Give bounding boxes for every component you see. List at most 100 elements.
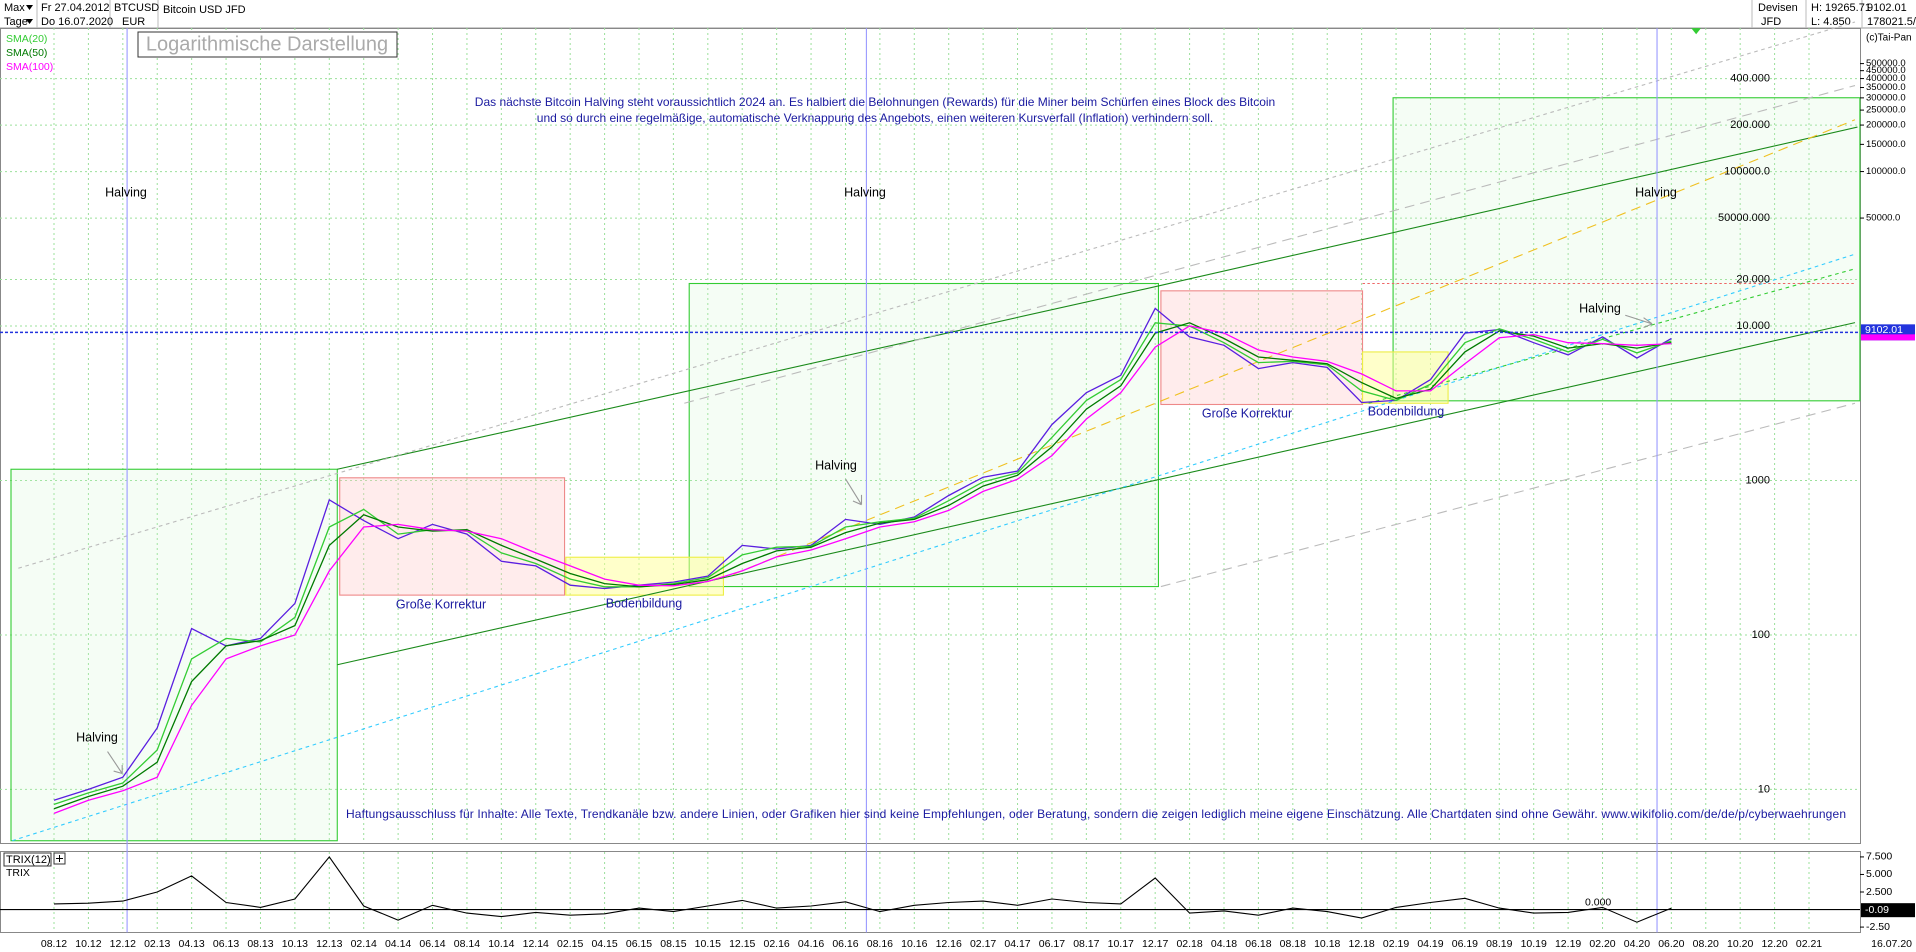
x-tick-label: 08.15 (660, 938, 686, 950)
annotation: Halving (815, 458, 857, 472)
drawings (10, 21, 1861, 933)
legend-entry: SMA(100) (6, 61, 53, 73)
x-tick-label: 12.16 (936, 938, 962, 950)
y-tick-label: 7.500 (1866, 851, 1892, 863)
x-tick-label: 04.16 (798, 938, 824, 950)
correction-box (339, 477, 566, 596)
x-tick-label: 10.19 (1521, 938, 1547, 950)
x-tick-label: 12.18 (1349, 938, 1375, 950)
y-tick-label: -2.50 (1866, 921, 1890, 933)
trend-line (732, 119, 1856, 575)
x-tick-label: 08.14 (454, 938, 480, 950)
legend-entry: SMA(50) (6, 47, 47, 59)
dropdown-arrow[interactable] (26, 5, 33, 10)
y2-tick-label: 200000.0 (1866, 120, 1906, 131)
y2-tick-label: 50000.0 (1866, 213, 1900, 224)
dropdown-arrow[interactable] (26, 19, 33, 24)
x-tick-label: 02.21 (1796, 938, 1822, 950)
x-tick-label: 06.15 (626, 938, 652, 950)
y-tick-label: 5.000 (1866, 868, 1892, 880)
broker: JFD (1761, 16, 1781, 28)
low: L: 4.850 (1811, 16, 1851, 28)
y2-tick-label: 100000.0 (1866, 166, 1906, 177)
x-tick-label: 04.18 (1211, 938, 1237, 950)
trend-line (1158, 126, 1858, 287)
x-tick-label: 10.12 (75, 938, 101, 950)
x-tick-label: 12.19 (1555, 938, 1581, 950)
annotation: Bodenbildung (1368, 404, 1445, 418)
x-tick-label: 06.13 (213, 938, 239, 950)
x-tick-label: 06.17 (1039, 938, 1065, 950)
x-tick-label: 10.14 (488, 938, 514, 950)
y2-tick-label: 300000.0 (1866, 92, 1906, 103)
x-tick-label: 10.18 (1314, 938, 1340, 950)
indicator-box (3, 852, 52, 867)
series-line (53, 322, 1672, 810)
x-tick-label: 10.16 (901, 938, 927, 950)
x-tick-label: 04.13 (179, 938, 205, 950)
marker (1691, 28, 1702, 35)
x-tick-label: 04.14 (385, 938, 411, 950)
grid-layer (0, 28, 1860, 932)
series-name: TRIX (6, 867, 30, 879)
trend-line (684, 85, 1856, 404)
arrow (1625, 314, 1653, 329)
x-tick-label: 06.14 (419, 938, 445, 950)
period-select[interactable]: Max (4, 2, 25, 14)
y-tick-label: 50000.000 (1718, 212, 1770, 224)
x-tick-label: 06.19 (1452, 938, 1478, 950)
y-tick-label: 100000.0 (1724, 165, 1770, 177)
currency: EUR (122, 16, 145, 28)
annotation: Halving (1635, 185, 1677, 199)
series-line (53, 855, 1672, 923)
y-tick-label: 1000 (1746, 474, 1770, 486)
note: und so durch eine regelmäßige, automatis… (537, 111, 1213, 125)
y-tick-label: 400.000 (1730, 72, 1770, 84)
note: Das nächste Bitcoin Halving steht voraus… (475, 95, 1275, 109)
y-tick-label: 20.000 (1736, 273, 1770, 285)
x-tick-label: 02.13 (144, 938, 170, 950)
x-tick-label: 04.19 (1417, 938, 1443, 950)
x-tick-label: 12.17 (1142, 938, 1168, 950)
y2-tick-label: 500000.0 (1866, 58, 1906, 69)
x-tick-label: 02.20 (1589, 938, 1615, 950)
x-tick-label: 04.15 (591, 938, 617, 950)
trend-line (1160, 402, 1856, 588)
x-tick-label: 12.14 (523, 938, 549, 950)
x-tick-label: 10.15 (695, 938, 721, 950)
x-tick-label: 08.13 (247, 938, 273, 950)
last-value-label: 9102.01 (1865, 324, 1903, 336)
arrow (845, 478, 863, 506)
y2-tick-label: 150000.0 (1866, 139, 1906, 150)
annotation: Halving (844, 185, 886, 199)
annotation: Halving (76, 730, 118, 744)
x-tick-label: 04.20 (1624, 938, 1650, 950)
x-tick-label: 02.17 (970, 938, 996, 950)
y-tick-label: 100 (1752, 629, 1770, 641)
bottom-box (565, 556, 724, 596)
x-tick-label: 06.18 (1245, 938, 1271, 950)
x-tick-label: 04.17 (1004, 938, 1030, 950)
title-box (137, 31, 398, 58)
legend-entry: SMA(20) (6, 33, 47, 45)
x-tick-label: 02.15 (557, 938, 583, 950)
x-tick-label: 08.20 (1693, 938, 1719, 950)
x-tick-label: 02.19 (1383, 938, 1409, 950)
x-tick-label: 08.18 (1280, 938, 1306, 950)
x-tick-label: 12.12 (110, 938, 136, 950)
instrument-name: Bitcoin USD JFD (163, 4, 246, 16)
interval-select[interactable]: Tage (4, 16, 28, 28)
x-tick-label: 02.18 (1176, 938, 1202, 950)
annotation: Halving (105, 185, 147, 199)
x-tick-label: 06.20 (1658, 938, 1684, 950)
annotation: Große Korrektur (1202, 406, 1292, 420)
x-tick-label: 08.12 (41, 938, 67, 950)
date-from: Fr 27.04.2012 (41, 2, 110, 14)
y2-tick-label: 350000.0 (1866, 82, 1906, 93)
x-tick-label: 08.19 (1486, 938, 1512, 950)
x-tick-label: 12.20 (1761, 938, 1787, 950)
add-icon[interactable] (56, 855, 63, 862)
plot-layer (53, 307, 1672, 923)
annotation: Große Korrektur (396, 597, 486, 611)
